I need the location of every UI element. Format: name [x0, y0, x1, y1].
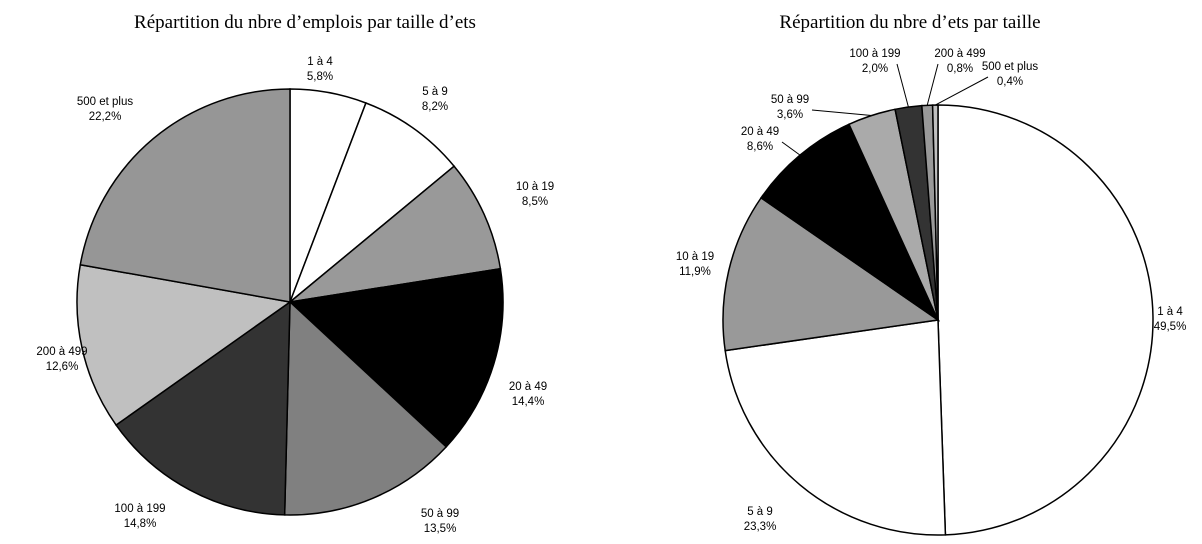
slice-label: 5 à 9	[422, 86, 448, 98]
slice-value-label: 0,8%	[947, 63, 973, 75]
pie-slice	[288, 102, 456, 305]
slice-label: 20 à 49	[741, 126, 779, 138]
slice-value-label: 12,6%	[46, 361, 79, 373]
pie-slice	[79, 88, 291, 303]
slice-value-label: 8,5%	[522, 196, 548, 208]
chart-title: Répartition du nbre d’emplois par taille…	[134, 12, 476, 33]
slice-value-label: 2,0%	[862, 63, 888, 75]
slice-value-label: 14,4%	[512, 396, 545, 408]
leader-line	[781, 141, 801, 156]
pie-slice	[931, 104, 939, 321]
slice-label: 500 et plus	[77, 96, 134, 108]
slice-label: 50 à 99	[771, 94, 809, 106]
slice-value-label: 5,8%	[307, 71, 333, 83]
leader-line	[811, 109, 872, 116]
leader-line	[896, 63, 909, 108]
slice-value-label: 11,9%	[679, 266, 711, 278]
slice-value-label: 49,5%	[1154, 321, 1187, 333]
slice-value-label: 22,2%	[89, 111, 122, 123]
pie-slice	[724, 319, 947, 536]
slice-label: 100 à 199	[849, 48, 900, 60]
slice-value-label: 13,5%	[424, 523, 457, 535]
slice-value-label: 0,4%	[997, 76, 1023, 88]
slice-label: 1 à 4	[307, 56, 333, 68]
pie-slice	[283, 300, 448, 516]
pie-slice	[115, 300, 291, 516]
slice-label: 10 à 19	[516, 181, 554, 193]
pie-slice	[722, 196, 941, 352]
chart-title: Répartition du nbre d’ets par taille	[779, 12, 1040, 33]
slice-label: 100 à 199	[114, 503, 165, 515]
slice-value-label: 8,2%	[422, 101, 448, 113]
slice-value-label: 3,6%	[777, 109, 803, 121]
slice-label: 200 à 499	[934, 48, 985, 60]
slice-value-label: 23,3%	[744, 521, 777, 533]
pie-slice	[937, 104, 1154, 536]
pie-slice	[76, 263, 292, 427]
leader-line	[935, 76, 989, 106]
pie-slice	[288, 267, 504, 448]
slice-label: 1 à 4	[1157, 306, 1183, 318]
slice-label: 200 à 499	[36, 346, 87, 358]
slice-label: 5 à 9	[747, 506, 773, 518]
slice-label: 500 et plus	[982, 61, 1039, 73]
slice-label: 50 à 99	[421, 508, 459, 520]
pie-slice	[287, 165, 502, 304]
slice-value-label: 8,6%	[747, 141, 773, 153]
leader-line	[926, 63, 939, 106]
slice-label: 20 à 49	[509, 381, 547, 393]
slice-label: 10 à 19	[676, 251, 714, 263]
slice-value-label: 14,8%	[124, 518, 157, 530]
